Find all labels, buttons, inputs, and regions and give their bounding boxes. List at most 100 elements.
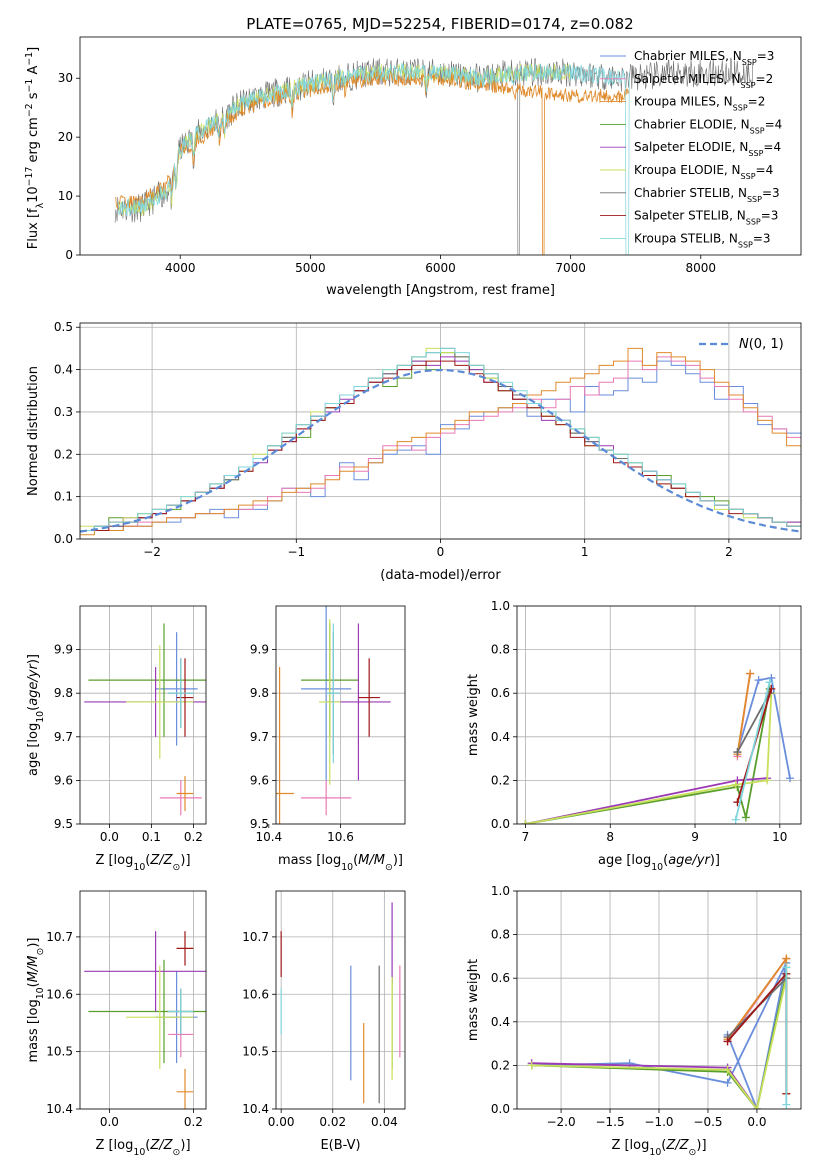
- y-tick-label: 10: [58, 189, 73, 203]
- weight-marker-chabrier_miles: [754, 676, 763, 685]
- panel-residuals: −2 −1 0 1 2 0.0 0.1 0.2 0.3 0.4 0.5 (data-model)/er…: [26, 320, 802, 583]
- y-axis-label-part: erg cm: [26, 117, 41, 166]
- y-tick-label: 9.8: [250, 686, 269, 700]
- legend-text: Kroupa MILES, N: [634, 95, 733, 109]
- legend-sub: SSP: [746, 217, 761, 226]
- y-tick-label: 9.6: [54, 773, 73, 787]
- y-tick-label: 10.7: [46, 930, 73, 944]
- x-axis-label-part: 10: [651, 862, 663, 873]
- legend-label: Salpeter MILES, NSSP=2: [634, 72, 773, 90]
- x-axis-label-part: 10: [133, 862, 145, 873]
- weight-line-chabrier_miles: [736, 676, 791, 779]
- y-axis-label-part: )]: [26, 654, 41, 664]
- weight-marker-kroupa_stelib: [782, 963, 791, 972]
- legend-sub: SSP: [747, 194, 762, 203]
- y-tick-label: 10.7: [242, 930, 269, 944]
- plot-area-weight_vs_Z: [527, 954, 791, 1109]
- y-tick-label: 0.2: [491, 773, 510, 787]
- normal-curve: [80, 368, 801, 533]
- weight-marker-kroupa_elodie: [731, 780, 740, 789]
- x-axis-label-part: Z/Z: [665, 1138, 689, 1153]
- legend-text: =3: [762, 186, 780, 200]
- panel-spectrum: 4000 5000 6000 7000 8000 0 10 20 30 wavelength [A…: [24, 36, 802, 298]
- legend-label: Salpeter STELIB, NSSP=3: [634, 209, 778, 227]
- weight-marker-kroupa_elodie: [521, 820, 530, 824]
- legend-text: =2: [756, 72, 774, 86]
- weight-marker-kroupa_stelib: [765, 678, 774, 687]
- axes-frame: [79, 322, 802, 540]
- axes-frame: [79, 36, 802, 256]
- plot-area-age_vs_mass: [276, 606, 391, 824]
- x-tick-label: 10: [772, 830, 787, 844]
- weight-marker-kroupa_stelib: [782, 1100, 791, 1109]
- weight-marker-kroupa_elodie: [723, 1065, 732, 1074]
- y-axis-label-part: mass [log: [26, 999, 41, 1062]
- x-axis-label-part: ⊙: [385, 862, 393, 873]
- x-tick-label: 0.0: [100, 830, 119, 844]
- x-axis-label: Z [log10(Z/Z⊙)]: [95, 853, 190, 873]
- weight-marker-chabrier_miles: [767, 673, 776, 682]
- legend-text: Kroupa ELODIE, N: [634, 163, 741, 177]
- y-tick-label: 10.6: [242, 987, 269, 1001]
- y-tick-label: 0.0: [491, 1102, 510, 1116]
- x-tick-label: 9: [691, 830, 699, 844]
- y-tick-label: 0.0: [491, 817, 510, 831]
- y-tick-label: 10.6: [46, 987, 73, 1001]
- legend-sub: SSP: [741, 80, 756, 89]
- legend-args: (0, 1): [749, 337, 784, 352]
- y-tick-label: 10.4: [242, 1102, 269, 1116]
- x-tick-label: 0.00: [268, 1115, 295, 1129]
- legend-label: Kroupa STELIB, NSSP=3: [634, 231, 771, 249]
- panel-weight_vs_Z: −2.0 −1.5 −1.0 −0.5 0.0 0.0 0.2 0.4 0.6 0.8 1.0 Z […: [466, 884, 802, 1158]
- y-axis-label-part: (: [26, 706, 41, 711]
- y-axis-label: mass [log10(M/M⊙)]: [26, 938, 46, 1063]
- weight-line-kroupa_stelib: [734, 682, 771, 820]
- legend-text: =3: [753, 231, 771, 245]
- y-tick-label: 0.2: [491, 1058, 510, 1072]
- x-axis-label-part: )]: [180, 853, 190, 868]
- x-tick-label: 0.04: [371, 1115, 398, 1129]
- x-tick-label: 7: [522, 830, 530, 844]
- x-tick-label: 8000: [686, 261, 717, 275]
- figure-title: PLATE=0765, MJD=52254, FIBERID=0174, z=0…: [246, 15, 633, 33]
- histogram-kroupa_stelib: [80, 347, 801, 539]
- y-tick-label: 0.3: [54, 405, 73, 419]
- panel-age_vs_mass: 10.4 10.6 9.5 9.6 9.7 9.8 9.9 mass [log10(M/M⊙)…: [250, 605, 406, 873]
- axes-frame: [516, 605, 802, 825]
- legend-text: Chabrier MILES, N: [634, 49, 742, 63]
- legend-sub: SSP: [733, 103, 748, 112]
- y-tick-label: 9.6: [250, 773, 269, 787]
- plot-area-age_vs_Z: [84, 623, 206, 816]
- weight-marker-chabrier_miles: [785, 774, 794, 783]
- legend-sub: SSP: [741, 172, 756, 181]
- kroupa-miles-line: [114, 70, 630, 255]
- y-axis-label-part: Flux [f: [26, 208, 41, 249]
- x-tick-label: 0.2: [184, 830, 203, 844]
- x-axis-label: age [log10(age/yr)]: [598, 853, 720, 873]
- axes-frame: [79, 605, 207, 825]
- kroupa-stelib-line: [117, 63, 630, 255]
- legend-sub: SSP: [738, 240, 753, 249]
- y-axis-label-part: 10: [35, 987, 46, 999]
- weight-marker-kroupa_elodie: [752, 1105, 761, 1109]
- x-axis-label-part: (: [663, 853, 668, 868]
- legend-sub: SSP: [750, 126, 765, 135]
- y-axis-label: Flux [fλ10−17 erg cm−2 s−1 A−1]: [24, 47, 46, 249]
- y-axis-label: Normed distribution: [26, 366, 41, 496]
- legend-normal-label: N(0, 1): [739, 337, 784, 352]
- y-axis-label: age [log10(age/yr)]: [26, 654, 46, 776]
- x-tick-label: −2: [143, 545, 161, 559]
- x-axis-label: E(B-V): [320, 1138, 360, 1153]
- y-axis-label-part: A: [26, 66, 41, 79]
- legend-text: Chabrier STELIB, N: [634, 186, 747, 200]
- x-axis-label-part: (: [145, 1138, 150, 1153]
- x-tick-label: −2.0: [546, 1115, 575, 1129]
- legend-text: =4: [763, 140, 781, 154]
- x-tick-label: −1.0: [644, 1115, 673, 1129]
- weight-line-chabrier_elodie: [525, 688, 771, 824]
- x-tick-label: 0.0: [100, 1115, 119, 1129]
- y-axis-label-part: )]: [26, 938, 41, 948]
- x-axis-label-part: ⊙: [173, 862, 181, 873]
